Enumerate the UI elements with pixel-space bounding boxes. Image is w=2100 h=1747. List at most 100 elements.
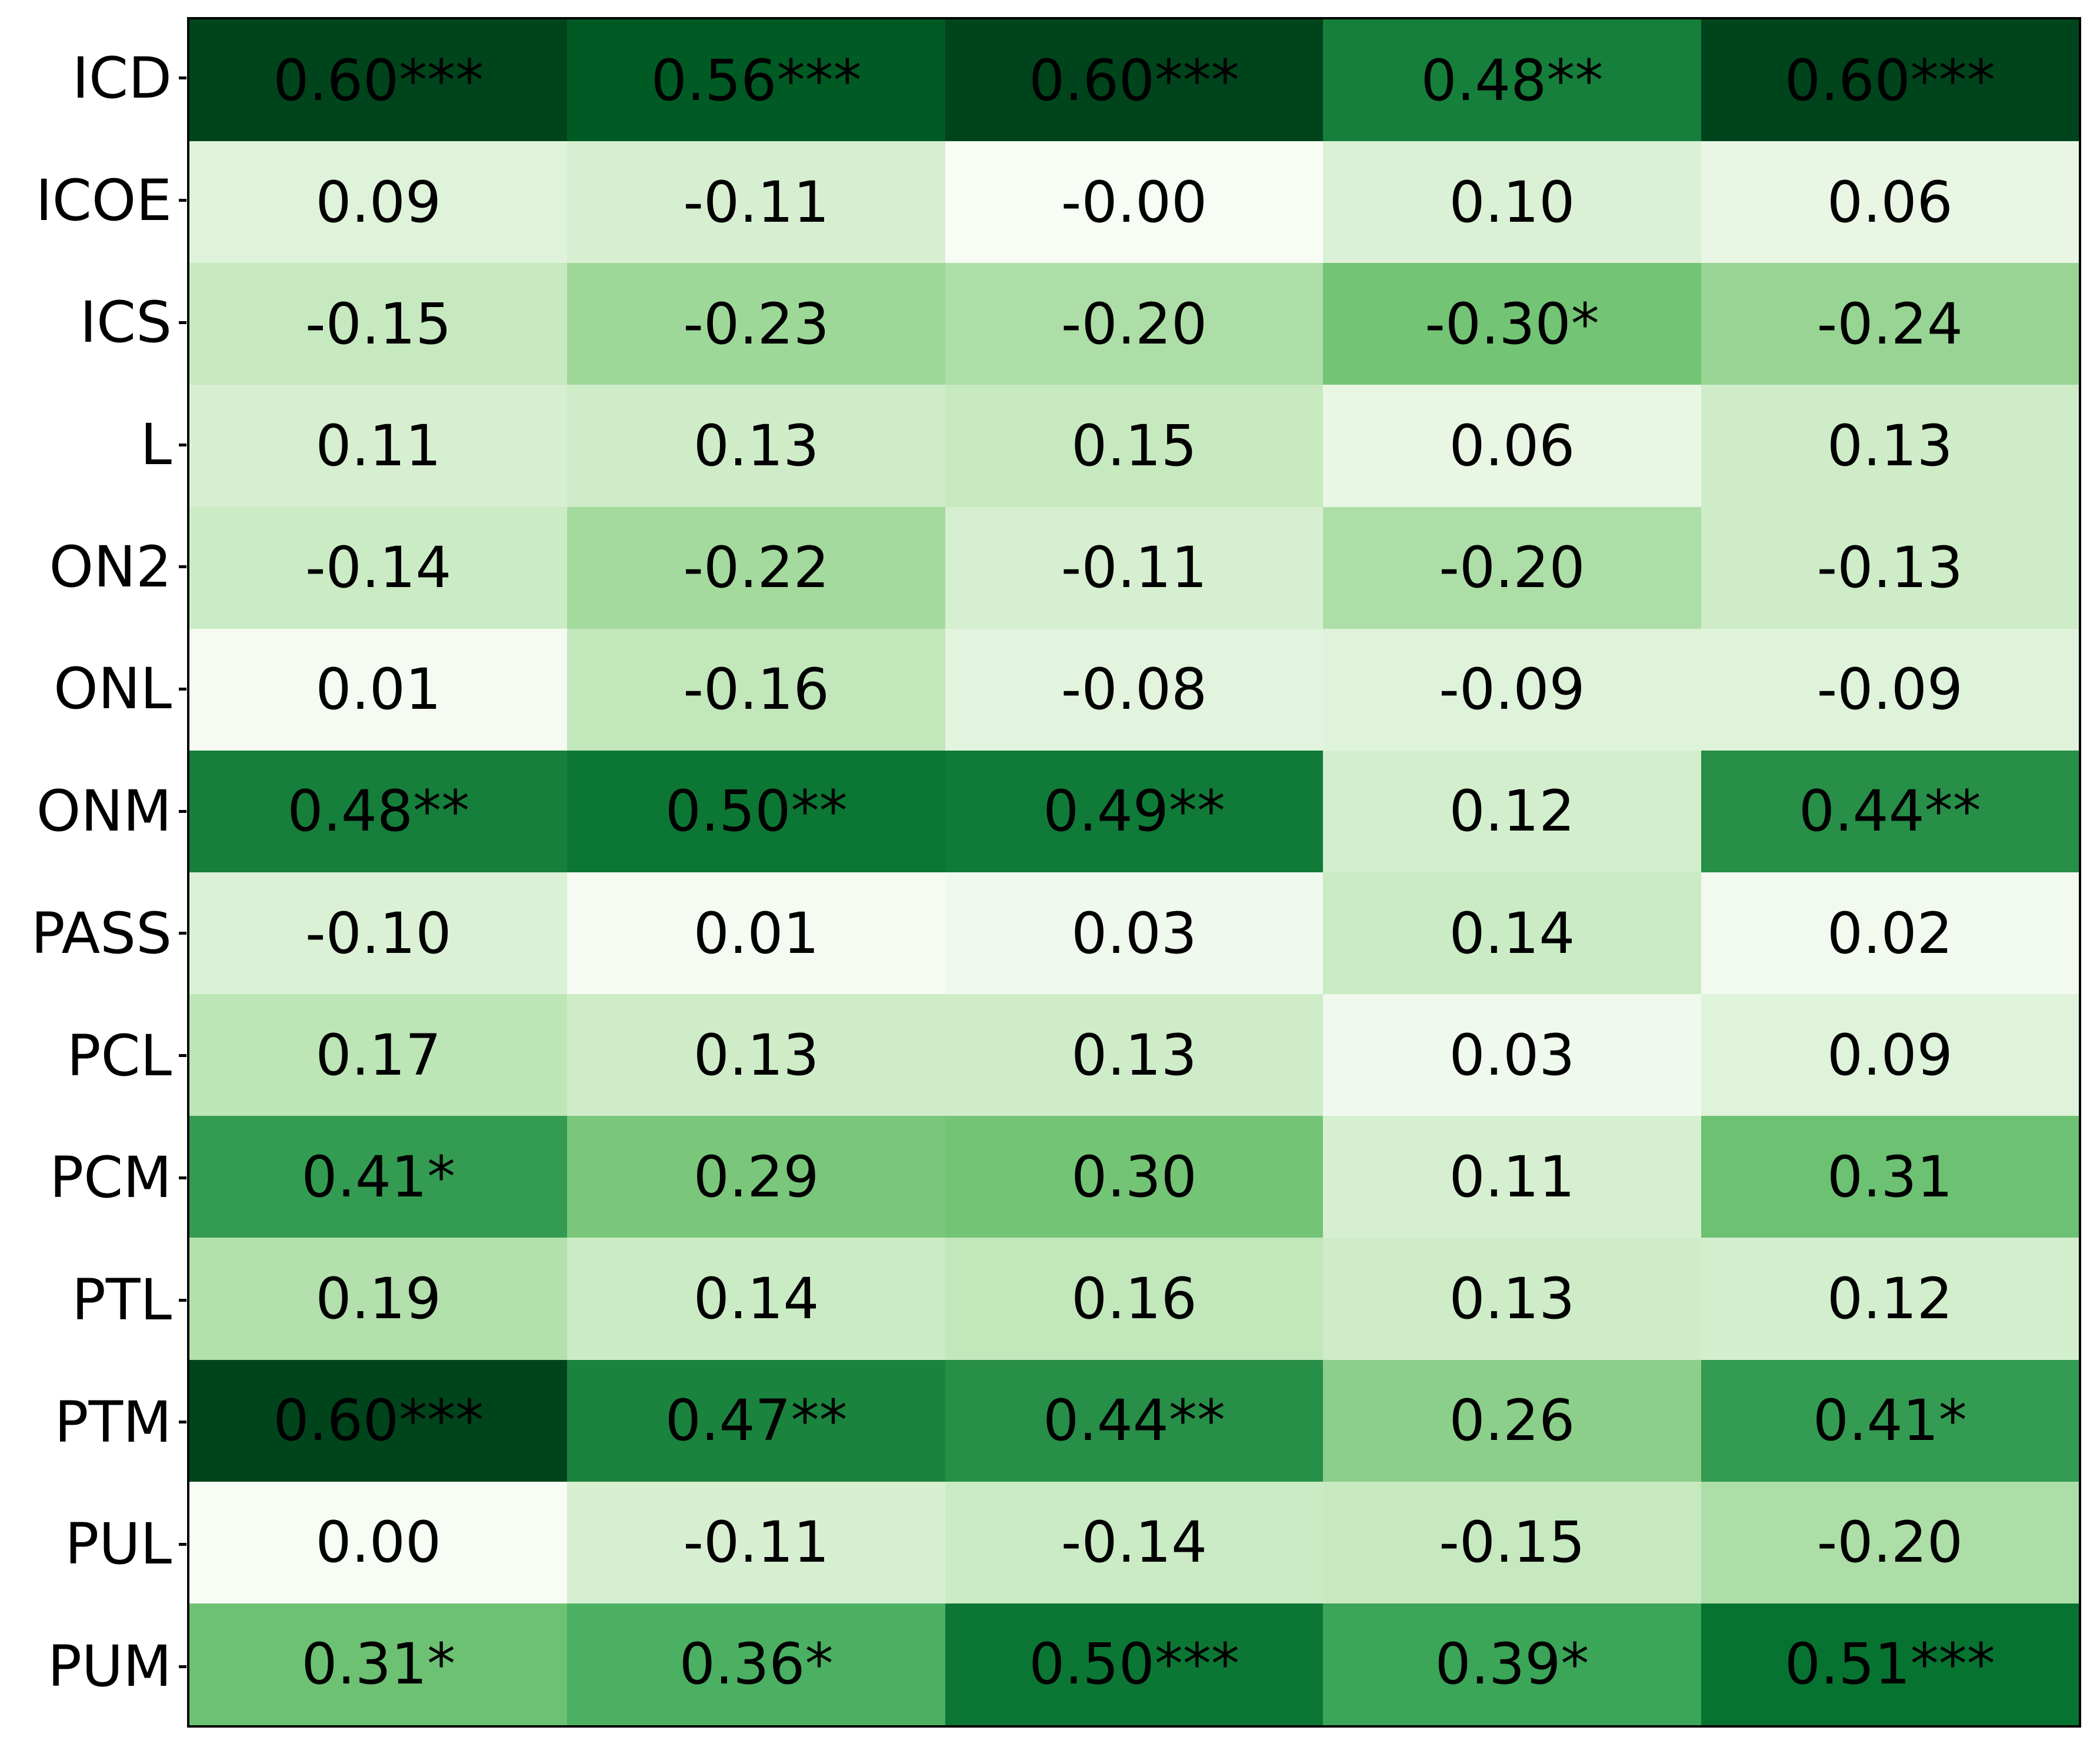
row-label-pcm: PCM [49,1145,172,1211]
row-label-icd: ICD [72,45,172,111]
y-axis-tick [179,443,186,446]
heatmap-cell: -0.13 [1701,506,2079,629]
heatmap-cell: 0.09 [1701,994,2079,1116]
heatmap-cell: 0.01 [189,628,568,751]
heatmap-cell: 0.41* [189,1116,568,1238]
y-axis-tick [179,1298,186,1302]
heatmap-cell: -0.14 [945,1481,1324,1603]
heatmap-grid: 0.60*** 0.56*** 0.60*** 0.48** 0.60*** 0.09 -0… [187,17,2081,1728]
heatmap-cell: 0.31 [1701,1116,2079,1238]
heatmap-cell: -0.22 [567,506,945,629]
row-label-pul: PUL [65,1511,172,1578]
y-axis-tick [179,565,186,569]
heatmap-cell: 0.30 [945,1116,1324,1238]
row-label-pass: PASS [31,900,172,966]
row-label-ptl: PTL [71,1266,172,1333]
heatmap-cell: 0.36* [567,1603,945,1725]
row-label-onl: ONL [54,656,172,722]
heatmap-cell: 0.44** [945,1359,1324,1482]
heatmap-cell: -0.23 [567,263,945,385]
heatmap-cell: 0.13 [945,994,1324,1116]
heatmap-cell: 0.60*** [1701,19,2079,142]
heatmap-cell: -0.11 [567,1481,945,1603]
heatmap-cell: 0.19 [189,1238,568,1360]
heatmap-cell: 0.12 [1701,1238,2079,1360]
y-axis-tick [179,932,186,935]
heatmap-cell: 0.48** [189,750,568,872]
y-axis-tick [179,199,186,202]
heatmap-cell: 0.50** [567,750,945,872]
heatmap-cell: 0.06 [1323,385,1701,507]
heatmap-cell: 0.13 [567,994,945,1116]
heatmap-cell: 0.14 [1323,872,1701,995]
heatmap-cell: 0.47** [567,1359,945,1482]
heatmap-cell: 0.03 [1323,994,1701,1116]
row-label-icoe: ICOE [35,167,172,234]
heatmap-cell: -0.16 [567,628,945,751]
heatmap-cell: 0.03 [945,872,1324,995]
heatmap-cell: 0.00 [189,1481,568,1603]
heatmap-cell: 0.13 [1323,1238,1701,1360]
y-axis-tick [179,1421,186,1424]
heatmap-cell: 0.51*** [1701,1603,2079,1725]
heatmap-cell: -0.15 [1323,1481,1701,1603]
row-label-l: L [140,411,172,478]
heatmap-cell: 0.29 [567,1116,945,1238]
row-label-on2: ON2 [49,534,172,600]
heatmap-cell: -0.10 [189,872,568,995]
heatmap-cell: 0.44** [1701,750,2079,872]
heatmap-cell: 0.26 [1323,1359,1701,1482]
heatmap-cell: 0.06 [1701,141,2079,264]
row-label-pcl: PCL [66,1022,172,1089]
row-label-pum: PUM [48,1633,172,1700]
heatmap-cell: 0.16 [945,1238,1324,1360]
heatmap-cell: 0.48** [1323,19,1701,142]
heatmap-cell: 0.01 [567,872,945,995]
heatmap-cell: 0.56*** [567,19,945,142]
y-axis-tick [179,1665,186,1668]
heatmap-cell: 0.12 [1323,750,1701,872]
heatmap-cell: 0.49** [945,750,1324,872]
y-axis-tick [179,1542,186,1546]
heatmap-cell: -0.09 [1701,628,2079,751]
heatmap-cell: 0.11 [1323,1116,1701,1238]
heatmap-cell: 0.31* [189,1603,568,1725]
heatmap-cell: 0.17 [189,994,568,1116]
heatmap-cell: -0.15 [189,263,568,385]
heatmap-cell: -0.11 [567,141,945,264]
heatmap-cell: -0.20 [945,263,1324,385]
heatmap-cell: -0.24 [1701,263,2079,385]
y-axis-tick [179,1176,186,1179]
y-axis-tick [179,809,186,813]
heatmap-cell: 0.02 [1701,872,2079,995]
heatmap-cell: -0.11 [945,506,1324,629]
heatmap-cell: -0.30* [1323,263,1701,385]
heatmap-cell: 0.60*** [945,19,1324,142]
heatmap-cell: -0.00 [945,141,1324,264]
row-label-ptm: PTM [54,1389,172,1455]
heatmap-cell: 0.14 [567,1238,945,1360]
heatmap-cell: 0.60*** [189,19,568,142]
heatmap-cell: -0.08 [945,628,1324,751]
heatmap-cell: 0.41* [1701,1359,2079,1482]
heatmap-cell: -0.20 [1701,1481,2079,1603]
heatmap-cell: 0.09 [189,141,568,264]
heatmap-cell: 0.10 [1323,141,1701,264]
heatmap-cell: 0.60*** [189,1359,568,1482]
heatmap-cell: -0.14 [189,506,568,629]
heatmap-cell: 0.39* [1323,1603,1701,1725]
heatmap-cell: -0.20 [1323,506,1701,629]
y-axis-tick [179,76,186,80]
y-axis-tick [179,687,186,691]
heatmap-cell: 0.50*** [945,1603,1324,1725]
row-label-onm: ONM [36,778,172,845]
heatmap-cell: -0.09 [1323,628,1701,751]
heatmap-cell: 0.13 [1701,385,2079,507]
row-label-ics: ICS [79,289,172,356]
heatmap-cell: 0.11 [189,385,568,507]
heatmap-cell: 0.13 [567,385,945,507]
heatmap-cell: 0.15 [945,385,1324,507]
y-axis-tick [179,321,186,324]
y-axis-tick [179,1054,186,1058]
